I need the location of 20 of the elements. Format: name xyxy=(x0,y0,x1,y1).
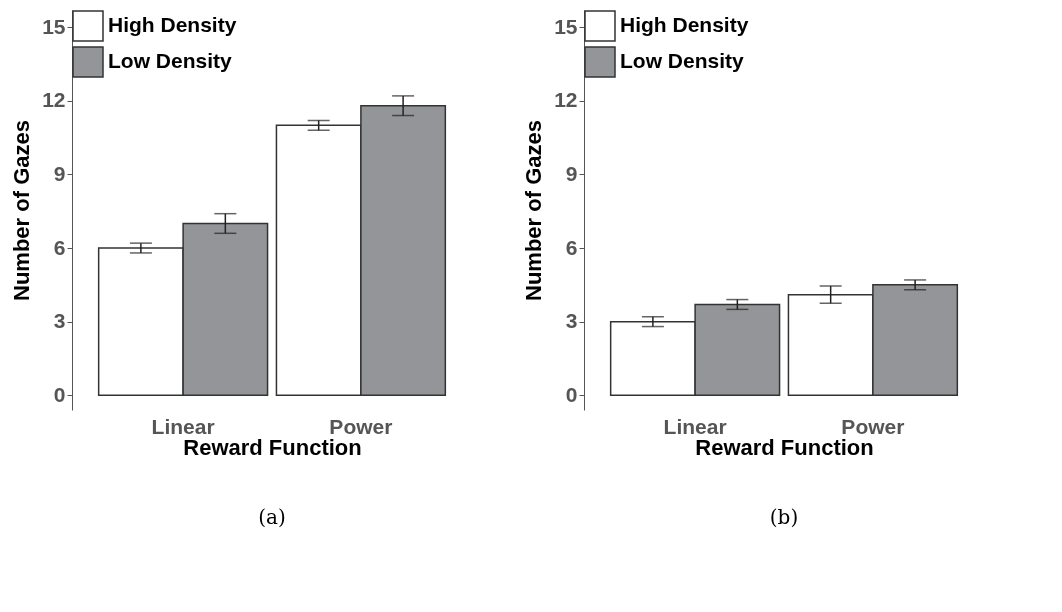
text: (a) xyxy=(258,505,286,529)
y-tick-label: 9 xyxy=(565,161,578,185)
y-axis-title: Number of Gazes xyxy=(9,120,35,301)
y-tick-label: 9 xyxy=(53,161,66,185)
y-tick-label: 0 xyxy=(53,382,66,406)
legend-label: High Density xyxy=(108,13,237,36)
y-tick-label: 0 xyxy=(565,382,578,406)
y-tick-label: 12 xyxy=(554,88,578,112)
y-tick-label: 3 xyxy=(53,309,66,333)
y-tick-label: 6 xyxy=(53,235,66,259)
y-tick-label: 6 xyxy=(565,235,578,259)
legend-label: Low Density xyxy=(108,49,232,72)
y-tick-label: 3 xyxy=(565,309,578,333)
y-axis-title: Number of Gazes xyxy=(521,120,547,301)
y-tick-label: 15 xyxy=(42,14,66,38)
y-tick-label: 12 xyxy=(42,88,66,112)
legend-label: High Density xyxy=(620,13,749,36)
legend-label: Low Density xyxy=(620,49,744,72)
y-tick-label: 15 xyxy=(554,14,578,38)
text: (b) xyxy=(769,505,799,529)
